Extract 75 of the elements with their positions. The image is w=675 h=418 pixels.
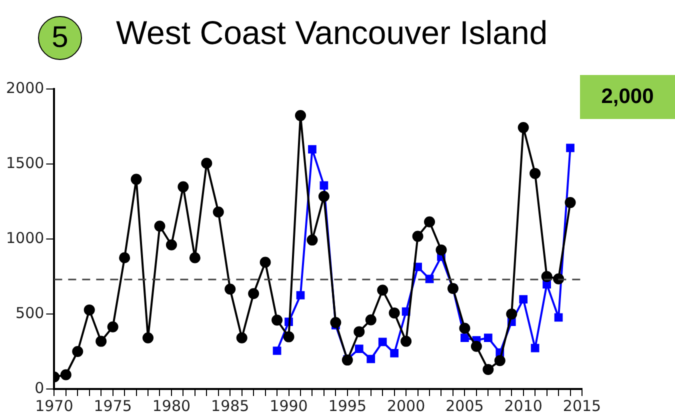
x-tick-label: 2015: [562, 396, 602, 415]
x-tick-label: 2010: [504, 396, 542, 415]
point: [530, 168, 541, 179]
point: [130, 174, 142, 185]
y-tick-label: 1000: [6, 228, 44, 247]
point: [236, 332, 248, 344]
point: [296, 291, 305, 300]
chart-title: West Coast Vancouver Island: [116, 14, 548, 52]
point: [390, 348, 399, 358]
point: [119, 252, 130, 264]
point: [436, 244, 447, 256]
point: [484, 334, 492, 342]
point: [425, 274, 434, 284]
point: [554, 313, 563, 322]
point: [320, 181, 328, 190]
point: [142, 332, 154, 344]
point: [330, 317, 342, 328]
point: [308, 145, 316, 154]
point: [518, 122, 529, 134]
point: [166, 239, 177, 250]
x-tick-label: 1990: [270, 396, 308, 415]
point: [519, 295, 528, 304]
point: [260, 256, 271, 268]
point: [294, 110, 306, 122]
point: [354, 344, 364, 353]
point: [84, 304, 95, 316]
point: [400, 336, 412, 347]
y-tick-label: 1500: [6, 154, 44, 172]
point: [482, 364, 494, 375]
x-tick-label: 2000: [386, 396, 426, 415]
x-tick-label: 1995: [328, 396, 367, 415]
point: [224, 284, 236, 295]
point: [564, 197, 576, 208]
point: [460, 334, 469, 342]
point: [318, 190, 330, 202]
x-tick-label: 2005: [446, 396, 484, 415]
point: [542, 280, 551, 288]
point: [60, 369, 72, 380]
point: [178, 181, 189, 192]
text: 2,000: [580, 75, 675, 119]
point: [566, 144, 574, 152]
point: [459, 322, 470, 334]
x-tick-label: 1980: [152, 396, 191, 415]
x-tick-label: 1975: [94, 396, 132, 415]
point: [494, 355, 506, 366]
y-tick-label: 2000: [6, 78, 44, 97]
text: 5: [38, 16, 82, 60]
point: [212, 206, 224, 218]
point: [378, 338, 387, 346]
point: [201, 158, 212, 169]
point: [366, 354, 376, 364]
y-tick-label: 0: [34, 378, 44, 397]
point: [72, 346, 84, 357]
point: [154, 220, 166, 232]
point: [342, 354, 353, 366]
point: [506, 308, 518, 320]
x-tick-label: 1985: [211, 396, 250, 415]
point: [530, 344, 540, 352]
x-tick-label: 1970: [35, 396, 74, 415]
point: [412, 230, 424, 242]
point: [96, 336, 107, 347]
point: [272, 346, 282, 355]
point: [189, 252, 200, 264]
point: [283, 331, 294, 342]
point: [306, 234, 318, 246]
y-tick-label: 500: [16, 304, 44, 322]
point: [470, 340, 482, 352]
point: [248, 288, 260, 300]
point: [365, 314, 376, 326]
point: [377, 284, 388, 296]
point: [354, 326, 365, 338]
point: [424, 216, 436, 228]
point: [388, 307, 400, 318]
point: [272, 314, 283, 326]
point: [107, 321, 118, 332]
